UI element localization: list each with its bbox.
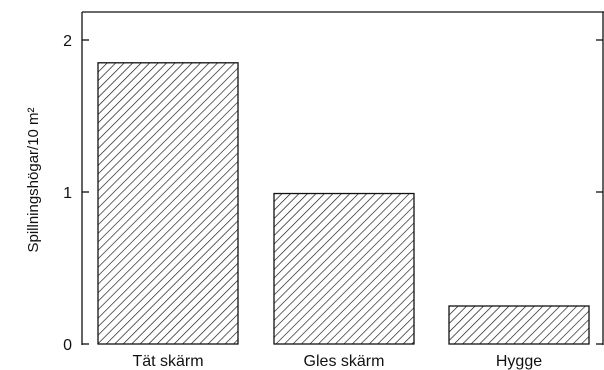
bars-layer: [97, 62, 590, 345]
bar-1: [97, 62, 239, 345]
x-tick-label-1: Tät skärm: [132, 353, 203, 370]
y-axis-title: Spillningshögar/10 m²: [25, 107, 42, 252]
x-tick-label-2: Gles skärm: [304, 353, 385, 370]
y-tick-label-2: 2: [63, 33, 72, 50]
plot-frame: [81, 11, 604, 345]
y-tick-label-1: 1: [63, 185, 72, 202]
bar-3: [448, 305, 590, 345]
y-tick-label-0: 0: [63, 337, 72, 354]
bar-2: [273, 192, 415, 345]
y-ticks: 0 1 2: [63, 33, 603, 354]
x-tick-labels: Tät skärm Gles skärm Hygge: [132, 353, 542, 370]
x-tick-label-3: Hygge: [496, 353, 542, 370]
